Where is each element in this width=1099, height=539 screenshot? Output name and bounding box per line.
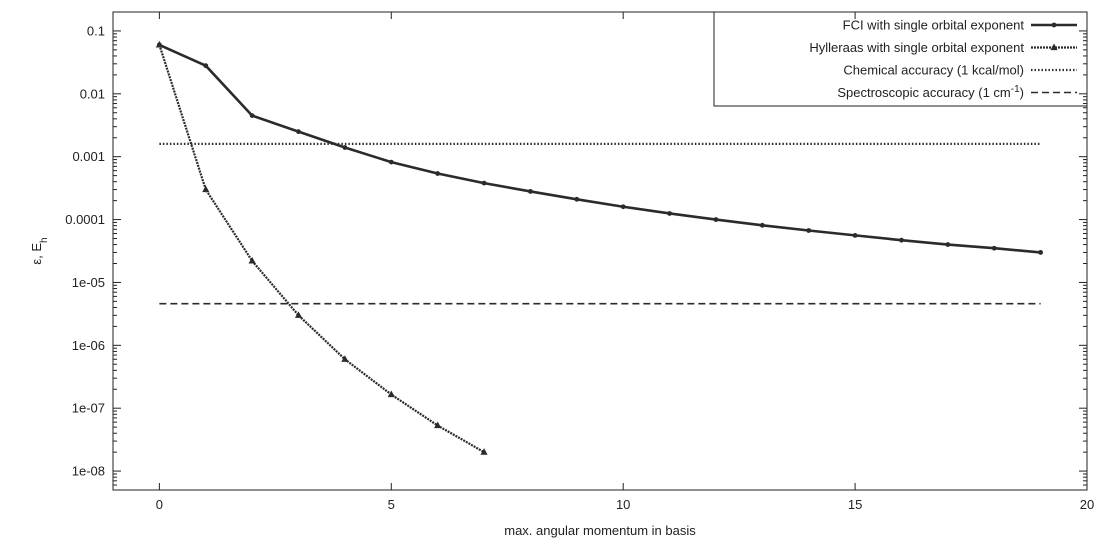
series-1-line xyxy=(158,44,485,454)
series-0-point xyxy=(899,237,904,243)
y-tick-label: 1e-05 xyxy=(72,275,105,290)
legend-label-text: Hylleraas with single orbital exponent xyxy=(809,40,1024,55)
series-0-point xyxy=(481,180,487,186)
legend-label: Chemical accuracy (1 kcal/mol) xyxy=(843,63,1024,78)
y-tick-label: 1e-07 xyxy=(72,401,105,416)
series-0-point xyxy=(1051,22,1057,28)
x-axis-title: max. angular momentum in basis xyxy=(504,523,696,538)
series-0-point xyxy=(528,189,533,194)
legend-label: FCI with single orbital exponent xyxy=(843,18,1025,33)
series-1-point xyxy=(1050,43,1058,51)
y-tick-label: 1e-08 xyxy=(72,464,105,479)
series-1-point xyxy=(155,40,163,48)
series-1-point xyxy=(341,355,349,362)
legend-label: Hylleraas with single orbital exponent xyxy=(809,40,1024,55)
series-0-point xyxy=(574,196,580,202)
series-1-point xyxy=(434,421,442,429)
series-0-point xyxy=(342,145,348,150)
series-1-point xyxy=(202,185,210,193)
series-0-point xyxy=(667,211,672,216)
series-0-point xyxy=(806,228,812,233)
series-0-point xyxy=(249,113,255,119)
y-tick-label: 0.01 xyxy=(80,86,105,101)
series-0-point xyxy=(620,204,626,210)
plot-frame xyxy=(112,11,1088,491)
y-axis-title-main: ε, E xyxy=(29,243,44,265)
x-tick-label: 15 xyxy=(848,497,862,512)
series-0-point xyxy=(203,63,209,69)
series-0-line xyxy=(158,43,1041,254)
series-0-point xyxy=(435,171,441,176)
series-0-point xyxy=(388,159,394,165)
legend-label: Spectroscopic accuracy (1 cm-1) xyxy=(837,84,1024,101)
y-tick-label: 1e-06 xyxy=(72,338,105,353)
x-tick-label: 20 xyxy=(1080,497,1094,512)
y-axis-title-subscript: h xyxy=(39,237,50,243)
x-tick-label: 5 xyxy=(388,497,395,512)
series-0-point xyxy=(296,129,301,135)
series-1-point xyxy=(387,390,395,398)
legend-label-suffix: ) xyxy=(1020,85,1024,100)
series-0-point xyxy=(759,222,765,228)
series-0-point xyxy=(991,245,997,251)
x-axis: 0 5 10 15 20 xyxy=(156,12,1094,512)
legend-box xyxy=(713,11,1088,107)
legend-label-text: FCI with single orbital exponent xyxy=(843,18,1025,33)
y-axis: 1e-08 1e-07 1e-06 1e-05 0.0001 0.001 0.01 0.1 xyxy=(65,11,1087,491)
y-tick-label: 0.001 xyxy=(72,149,105,164)
legend-label-text: Chemical accuracy (1 kcal/mol) xyxy=(843,63,1024,78)
legend-label-text: Spectroscopic accuracy (1 cm xyxy=(837,85,1010,100)
series-0-point xyxy=(945,242,951,247)
series-0-point xyxy=(852,232,858,238)
x-tick-label: 0 xyxy=(156,497,163,512)
series-1-point xyxy=(294,311,303,318)
y-axis-title: ε, Eh xyxy=(29,237,50,264)
plot-lines xyxy=(155,40,1044,455)
x-tick-label: 10 xyxy=(616,497,630,512)
y-tick-label: 0.1 xyxy=(87,23,105,38)
series-1-point xyxy=(480,448,488,455)
series-1-point xyxy=(248,256,256,264)
series-0-point xyxy=(1038,250,1044,255)
legend-label-superscript: -1 xyxy=(1011,84,1020,95)
y-tick-label: 0.0001 xyxy=(65,212,105,227)
series-0-point xyxy=(713,217,719,222)
legend: FCI with single orbital exponent Hylleraa… xyxy=(713,11,1088,107)
